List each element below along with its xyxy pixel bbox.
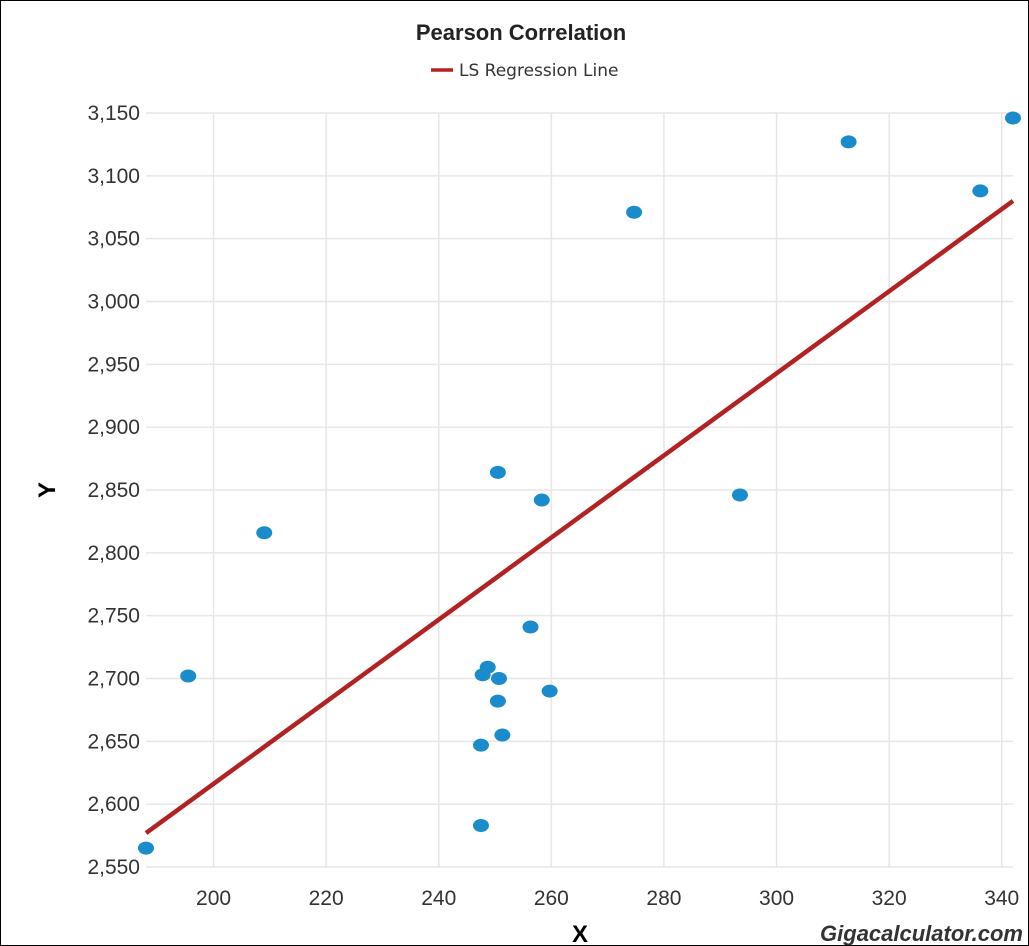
data-point <box>494 728 511 742</box>
x-tick-label: 220 <box>309 887 344 910</box>
legend-label: LS Regression Line <box>459 61 618 81</box>
points-layer <box>138 111 1021 855</box>
y-tick-label: 2,550 <box>87 856 140 879</box>
data-point <box>256 526 273 540</box>
regression-line <box>144 199 1015 835</box>
y-tick-label: 2,900 <box>87 416 140 439</box>
x-tick-label: 320 <box>872 887 907 910</box>
y-tick-label: 2,950 <box>87 353 140 376</box>
y-axis-label: Y <box>34 482 61 498</box>
legend: LS Regression Line <box>431 61 618 81</box>
x-tick-label: 200 <box>196 887 231 910</box>
y-tick-label: 2,700 <box>87 668 140 691</box>
data-point <box>489 465 506 479</box>
grid <box>146 112 1013 868</box>
x-tick-label: 240 <box>421 887 456 910</box>
data-point <box>472 738 489 752</box>
data-point <box>1005 111 1021 125</box>
y-tick-label: 2,750 <box>87 605 140 628</box>
data-point <box>489 694 506 708</box>
data-point <box>533 493 550 507</box>
data-point <box>479 660 496 674</box>
x-tick-label: 340 <box>984 887 1019 910</box>
data-point <box>138 841 154 855</box>
y-tick-label: 3,100 <box>87 165 140 188</box>
x-tick-label: 300 <box>759 887 794 910</box>
y-tick-label: 2,650 <box>87 730 140 753</box>
x-tick-label: 260 <box>534 887 569 910</box>
tick-labels: 200 220 240 260 280 300 320 340 2,550 2,600 2,650 2… <box>87 102 1019 910</box>
data-point <box>490 672 507 685</box>
watermark: Gigacalculator.com <box>820 921 1023 945</box>
data-point <box>472 819 489 833</box>
data-point <box>180 669 197 683</box>
data-point <box>731 488 748 502</box>
y-tick-label: 3,150 <box>87 102 140 125</box>
data-point <box>840 135 857 149</box>
data-point <box>541 684 558 698</box>
y-tick-label: 2,600 <box>87 793 140 816</box>
data-point <box>522 620 539 634</box>
regression-layer <box>144 199 1015 835</box>
data-point <box>626 205 643 219</box>
y-tick-label: 2,800 <box>87 542 140 565</box>
y-tick-label: 3,000 <box>87 291 140 314</box>
y-tick-label: 2,850 <box>87 479 140 502</box>
y-tick-label: 3,050 <box>87 228 140 251</box>
x-tick-label: 280 <box>646 887 681 910</box>
chart-title: Pearson Correlation <box>416 20 626 45</box>
data-point <box>972 184 989 198</box>
x-axis-label: X <box>572 921 588 945</box>
